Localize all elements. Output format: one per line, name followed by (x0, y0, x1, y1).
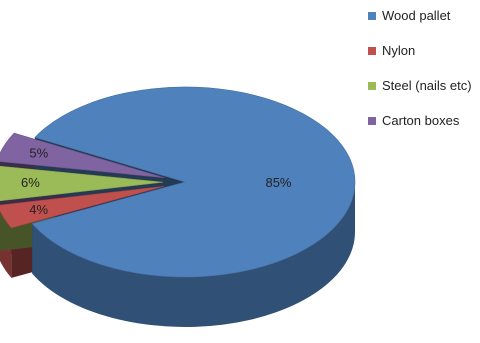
slice-label-nylon: 4% (29, 202, 48, 217)
legend-label-nylon: Nylon (382, 43, 415, 58)
slice-label-wood-pallet: 85% (265, 175, 291, 190)
slice-wood-pallet (31, 86, 356, 278)
slice-steel-nails-etc (0, 165, 164, 202)
pie-label-layer: 85% 4% 6% 5% (21, 146, 292, 218)
legend-swatch-steel-nails-etc (368, 82, 376, 90)
slice-nylon (0, 185, 165, 229)
legend-swatch-carton-boxes (368, 117, 376, 125)
slice-label-carton-boxes: 5% (29, 146, 48, 161)
legend-swatch-nylon (368, 47, 376, 55)
slice-label-steel-nails-etc: 6% (21, 175, 40, 190)
legend-swatch-wood-pallet (368, 12, 376, 20)
legend-label-carton-boxes: Carton boxes (382, 113, 460, 128)
legend-label-steel-nails-etc: Steel (nails etc) (382, 78, 472, 93)
pie-top-layer (0, 86, 356, 278)
legend-label-wood-pallet: Wood pallet (382, 8, 451, 23)
legend: Wood pallet Nylon Steel (nails etc) Carton … (368, 8, 472, 128)
slice-side-wood-pallet (32, 182, 355, 328)
slice-carton-boxes (0, 132, 165, 179)
